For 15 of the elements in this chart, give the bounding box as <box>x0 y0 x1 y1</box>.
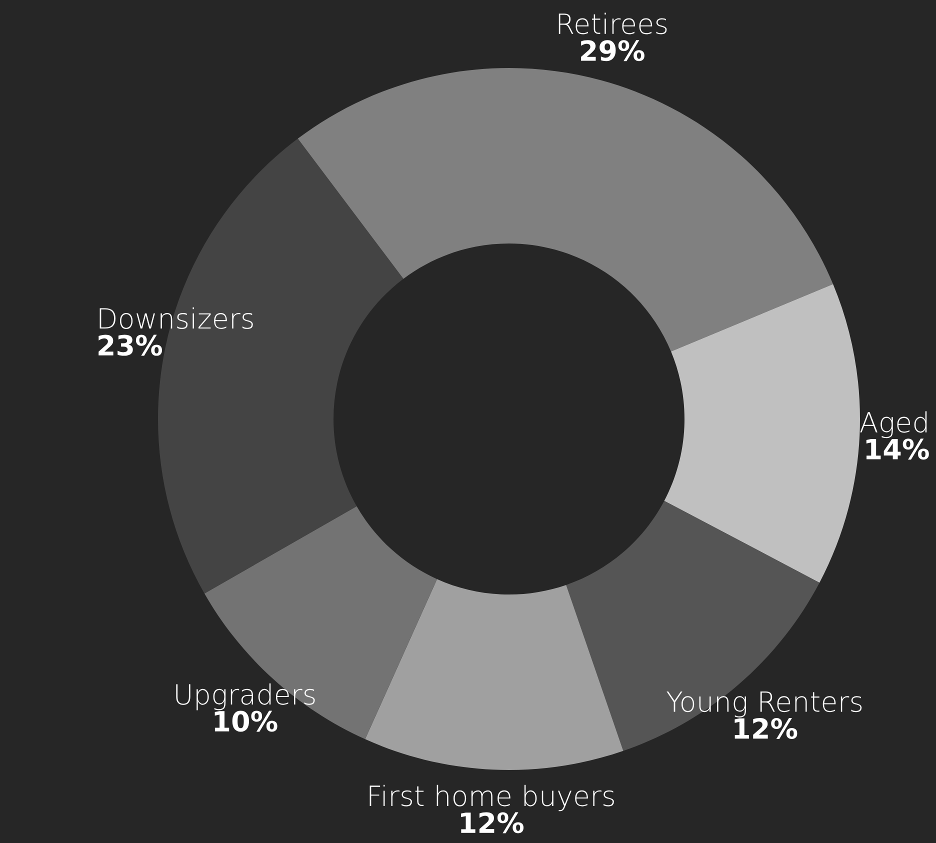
donut-slice <box>664 284 860 583</box>
slice-label: Young Renters <box>666 691 862 718</box>
donut-slice <box>365 579 624 770</box>
data-label: 14% <box>866 438 929 460</box>
slice-label: Retirees <box>558 12 667 34</box>
donut-slice <box>298 68 834 352</box>
data-label: 12% <box>461 812 524 834</box>
slice-label: Upgraders <box>176 683 315 710</box>
data-label: 12% <box>734 718 798 739</box>
slice-label: Downsizers <box>100 307 253 329</box>
slice-label: First home buyers <box>370 784 614 812</box>
data-label: 23% <box>98 334 162 356</box>
data-label: 29% <box>581 40 644 62</box>
data-label: 10% <box>214 710 278 732</box>
slice-label: Aged <box>860 411 927 438</box>
